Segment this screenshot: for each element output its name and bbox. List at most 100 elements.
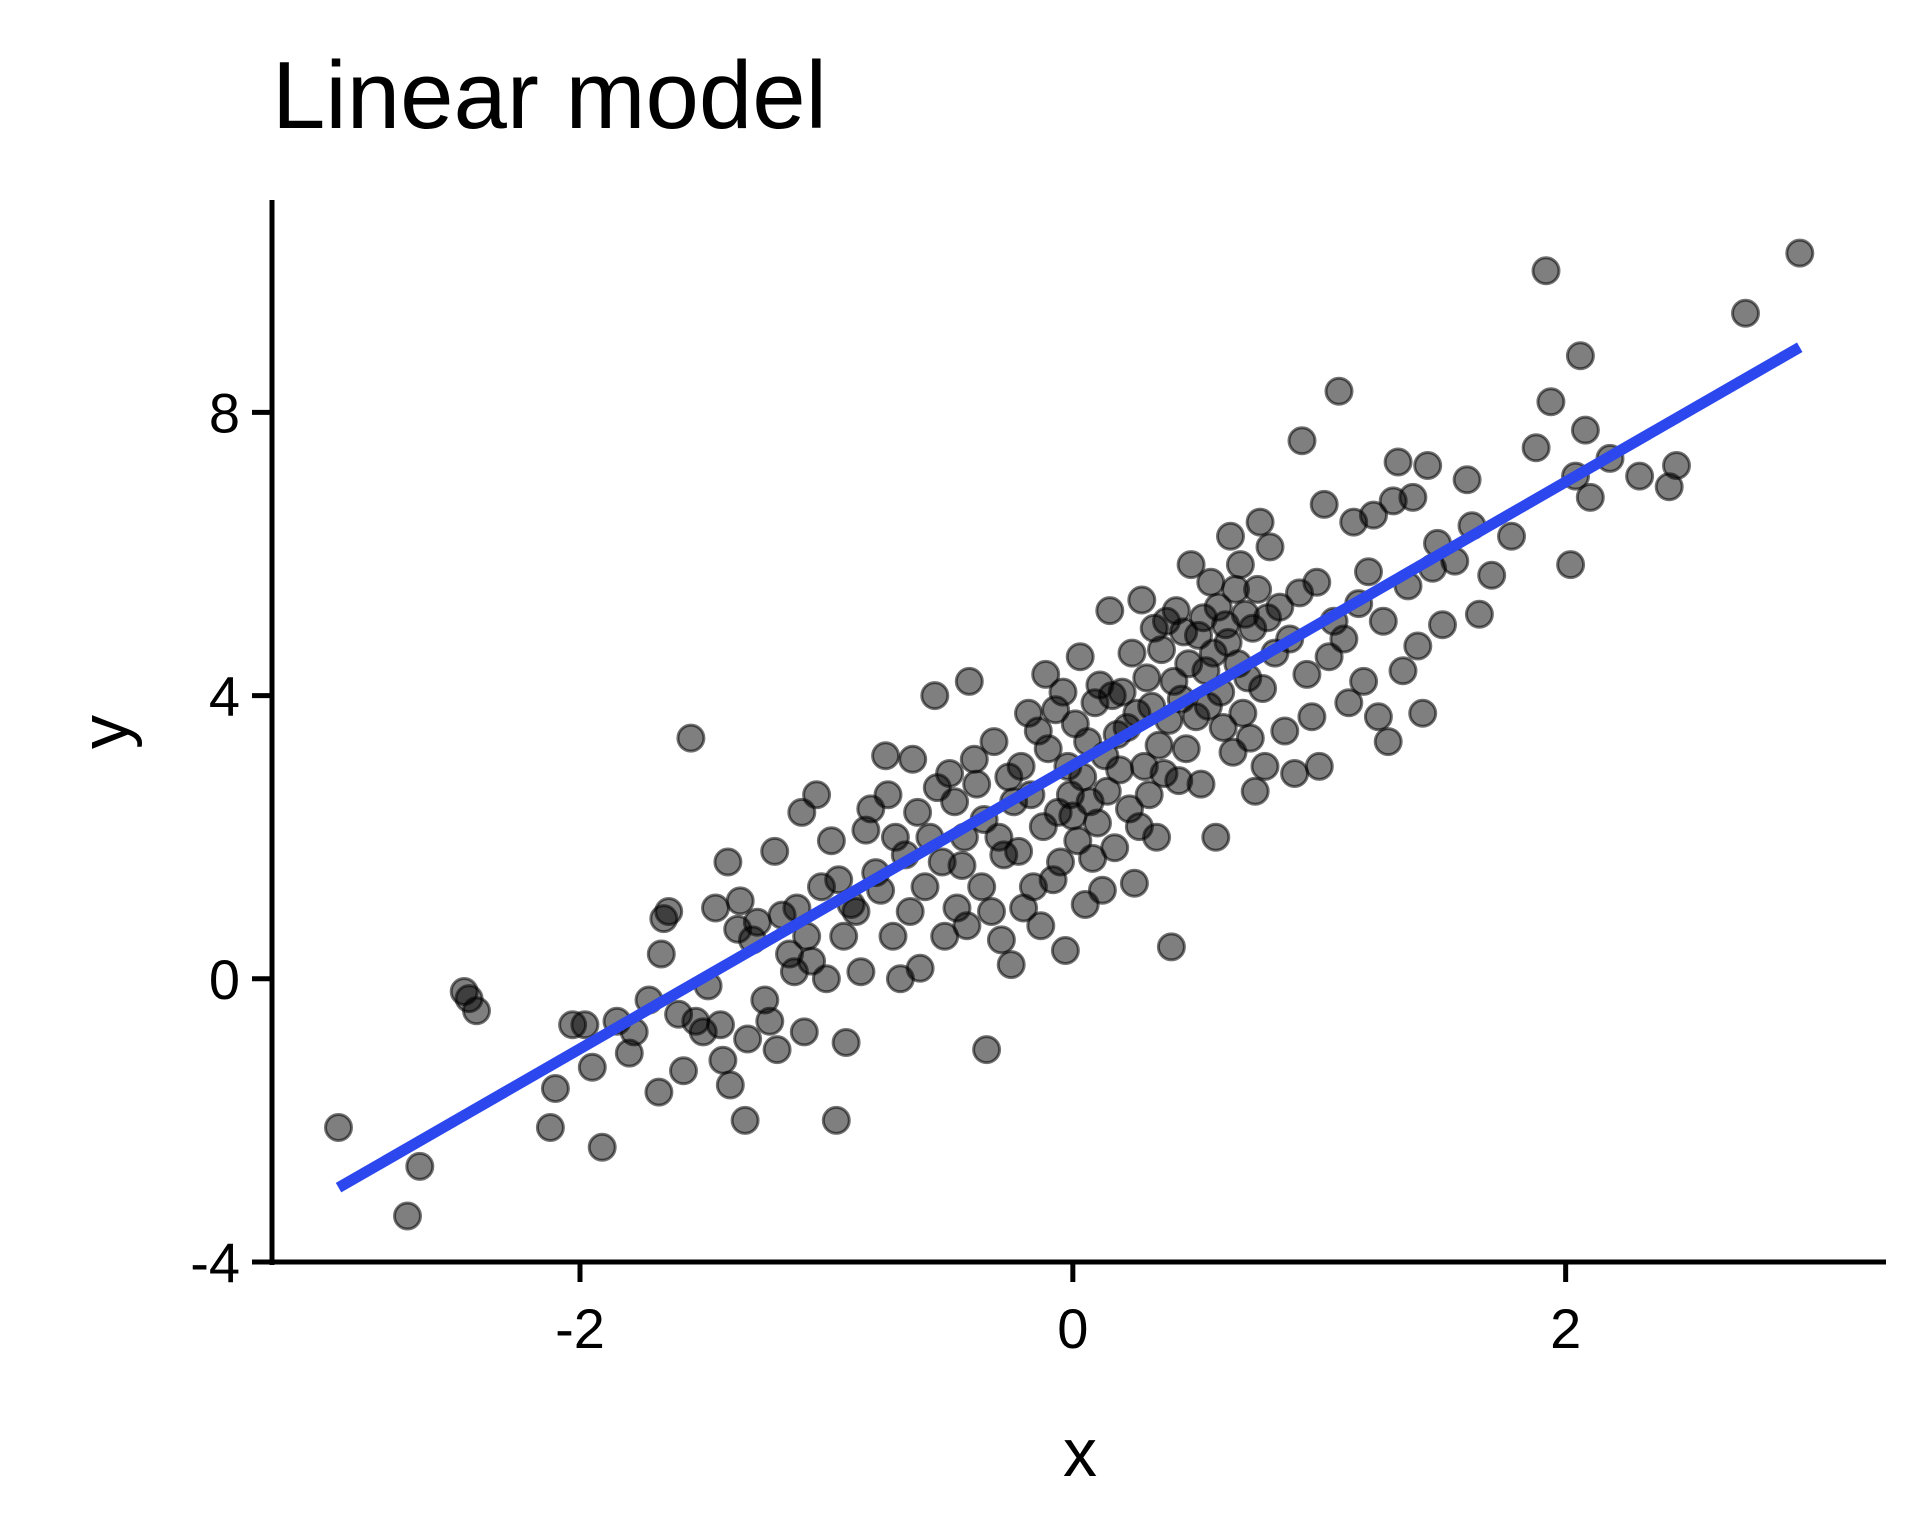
data-point bbox=[742, 907, 772, 937]
data-point bbox=[1368, 606, 1398, 636]
data-point bbox=[676, 723, 706, 753]
data-point bbox=[1119, 868, 1149, 898]
data-point bbox=[1228, 698, 1258, 728]
data-point bbox=[393, 1201, 422, 1231]
data-point bbox=[654, 897, 684, 926]
data-point bbox=[587, 1132, 617, 1162]
data-point bbox=[979, 727, 1009, 757]
data-point bbox=[1408, 698, 1438, 728]
data-point bbox=[1536, 387, 1566, 417]
y-tick-label: -4 bbox=[190, 1231, 240, 1294]
data-point bbox=[1083, 808, 1112, 838]
data-point bbox=[1265, 592, 1295, 622]
data-point bbox=[952, 911, 982, 941]
data-point bbox=[1625, 461, 1655, 491]
data-point bbox=[1388, 656, 1418, 686]
data-point bbox=[1255, 532, 1285, 562]
data-point bbox=[1196, 567, 1226, 597]
data-point bbox=[725, 886, 755, 916]
data-point bbox=[324, 1113, 353, 1142]
data-point bbox=[1248, 674, 1278, 703]
data-point bbox=[1359, 500, 1388, 530]
axes-layer: -2 0 2 -4 0 4 8 bbox=[190, 200, 1886, 1360]
data-point bbox=[1201, 822, 1231, 852]
data-point bbox=[1132, 663, 1162, 693]
data-point bbox=[789, 1017, 819, 1047]
data-point bbox=[905, 953, 935, 983]
data-point bbox=[920, 681, 950, 711]
data-point bbox=[1117, 638, 1147, 668]
data-point bbox=[898, 744, 928, 774]
data-point bbox=[1065, 642, 1095, 672]
data-point bbox=[1031, 659, 1061, 689]
data-point bbox=[940, 787, 970, 817]
data-point bbox=[878, 921, 908, 951]
data-point bbox=[1245, 507, 1275, 537]
data-point bbox=[1235, 723, 1265, 753]
data-point bbox=[1176, 550, 1206, 580]
data-point bbox=[755, 1006, 785, 1036]
data-point bbox=[1302, 567, 1332, 597]
data-point bbox=[540, 1074, 570, 1103]
data-point bbox=[1403, 631, 1433, 661]
data-point bbox=[715, 1070, 745, 1100]
data-point bbox=[730, 1105, 760, 1135]
data-point bbox=[829, 921, 859, 951]
data-point bbox=[1050, 936, 1080, 965]
data-point bbox=[935, 759, 965, 788]
points-layer bbox=[324, 238, 1815, 1231]
data-point bbox=[733, 1024, 763, 1054]
data-point bbox=[669, 1056, 698, 1086]
fit-line bbox=[335, 342, 1803, 1193]
data-point bbox=[962, 769, 992, 799]
data-point bbox=[1033, 734, 1063, 764]
data-point bbox=[1105, 755, 1135, 785]
data-point bbox=[1171, 734, 1201, 764]
fit-line-layer bbox=[335, 342, 1803, 1193]
data-point bbox=[1087, 875, 1117, 905]
data-point bbox=[1477, 560, 1507, 590]
data-point bbox=[1785, 238, 1815, 268]
y-tick-label: 8 bbox=[209, 381, 240, 444]
data-point bbox=[577, 1052, 607, 1082]
data-point bbox=[846, 957, 876, 987]
data-point bbox=[1144, 730, 1174, 760]
data-point bbox=[996, 950, 1026, 980]
data-point bbox=[1556, 550, 1586, 580]
data-point bbox=[1006, 751, 1036, 781]
data-point bbox=[1565, 341, 1595, 371]
data-point bbox=[1100, 833, 1130, 863]
data-point bbox=[760, 836, 790, 866]
data-point bbox=[1297, 702, 1327, 732]
data-point bbox=[1329, 624, 1359, 654]
data-point bbox=[1225, 550, 1255, 580]
data-point bbox=[1349, 666, 1379, 696]
data-point bbox=[977, 897, 1006, 926]
data-point bbox=[405, 1151, 435, 1181]
data-point bbox=[802, 780, 832, 810]
data-point bbox=[816, 826, 846, 856]
data-point bbox=[1292, 659, 1322, 689]
data-point bbox=[1280, 759, 1310, 788]
data-point bbox=[1216, 521, 1245, 551]
data-point bbox=[967, 872, 997, 902]
data-point bbox=[1354, 557, 1383, 587]
data-point bbox=[954, 666, 984, 696]
y-tick-label: 4 bbox=[209, 665, 240, 728]
data-point bbox=[1208, 713, 1238, 742]
data-point bbox=[986, 925, 1016, 955]
data-point bbox=[1142, 822, 1172, 852]
data-point bbox=[462, 996, 491, 1026]
data-point bbox=[821, 1105, 851, 1135]
x-axis-label: x bbox=[1063, 1415, 1097, 1491]
data-point bbox=[947, 851, 977, 880]
data-point bbox=[1046, 847, 1075, 877]
data-point bbox=[1287, 426, 1317, 456]
data-point bbox=[1383, 447, 1413, 477]
data-point bbox=[824, 865, 854, 895]
data-point bbox=[708, 1045, 738, 1075]
data-point bbox=[1413, 451, 1443, 480]
data-point bbox=[706, 1010, 735, 1040]
